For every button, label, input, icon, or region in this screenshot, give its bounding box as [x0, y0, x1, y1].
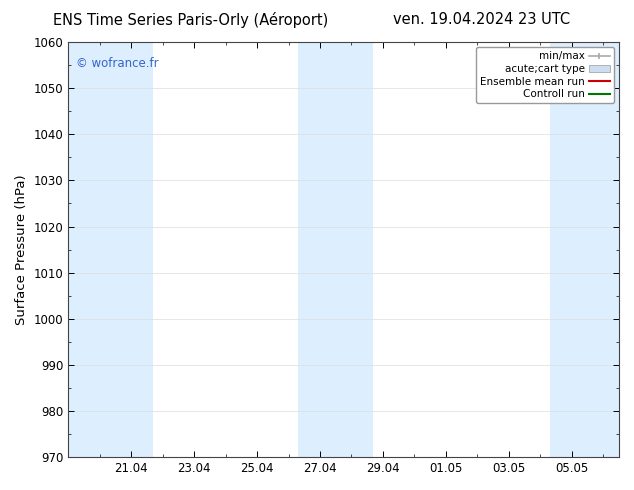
Bar	[550, 42, 619, 457]
Text: ENS Time Series Paris-Orly (Aéroport): ENS Time Series Paris-Orly (Aéroport)	[53, 12, 328, 28]
Text: ven. 19.04.2024 23 UTC: ven. 19.04.2024 23 UTC	[393, 12, 571, 27]
Legend: min/max, acute;cart type, Ensemble mean run, Controll run: min/max, acute;cart type, Ensemble mean …	[476, 47, 614, 103]
Bar	[298, 42, 373, 457]
Y-axis label: Surface Pressure (hPa): Surface Pressure (hPa)	[15, 174, 28, 325]
Bar	[68, 42, 153, 457]
Text: © wofrance.fr: © wofrance.fr	[77, 56, 159, 70]
